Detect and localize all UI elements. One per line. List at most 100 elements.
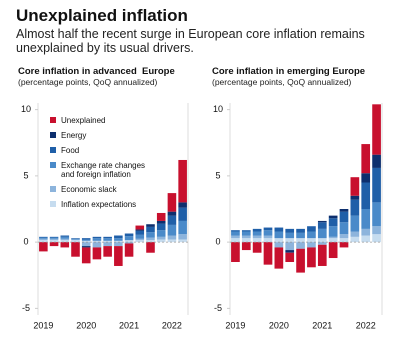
bar-segment bbox=[361, 173, 371, 183]
legend-label: Exchange rate changes and foreign inflat… bbox=[61, 161, 146, 179]
legend-label: Inflation expectations bbox=[61, 200, 137, 209]
legend-label: Unexplained bbox=[61, 116, 106, 125]
bar-segment bbox=[328, 215, 338, 219]
bar-segment bbox=[350, 199, 360, 216]
bar-segment bbox=[167, 211, 177, 216]
bar-segment bbox=[39, 240, 48, 243]
bar-segment bbox=[178, 159, 187, 203]
y-tick-label: 10 bbox=[21, 104, 31, 114]
bar-segment bbox=[114, 235, 123, 239]
bar-segment bbox=[146, 237, 155, 241]
bar-segment bbox=[71, 238, 80, 239]
bar-segment bbox=[135, 240, 145, 243]
bar-segment bbox=[307, 226, 316, 232]
bar-segment bbox=[103, 242, 112, 247]
bar-segment bbox=[317, 242, 327, 245]
bar-segment bbox=[241, 238, 251, 243]
y-tick-label: 5 bbox=[23, 170, 28, 180]
bar-segment bbox=[124, 242, 134, 244]
bar-segment bbox=[252, 231, 262, 236]
legend-swatch bbox=[50, 162, 56, 168]
bar-segment bbox=[60, 242, 70, 248]
bar-segment bbox=[307, 242, 316, 248]
legend-swatch bbox=[50, 147, 56, 153]
legend-item: Inflation expectations bbox=[50, 200, 160, 209]
bar-segment bbox=[124, 243, 134, 257]
bar-segment bbox=[285, 232, 295, 239]
x-tick-label: 2021 bbox=[119, 320, 139, 330]
bar-segment bbox=[167, 235, 177, 240]
bar-segment bbox=[167, 239, 177, 243]
bar-segment bbox=[307, 247, 316, 268]
bar-segment bbox=[350, 195, 360, 200]
bar-segment bbox=[339, 238, 349, 243]
bar-segment bbox=[274, 231, 284, 239]
bar-segment bbox=[285, 228, 295, 233]
legend-label: Energy bbox=[61, 131, 87, 140]
bar-segment bbox=[241, 230, 251, 232]
bar-segment bbox=[296, 242, 305, 249]
bar-segment bbox=[114, 246, 123, 266]
bar-segment bbox=[146, 240, 155, 243]
bar-segment bbox=[231, 242, 240, 262]
bar-segment bbox=[92, 247, 102, 260]
bar-segment bbox=[231, 231, 240, 236]
bar-segment bbox=[135, 229, 145, 231]
bar-segment bbox=[49, 238, 59, 241]
bar-segment bbox=[350, 231, 360, 237]
bar-segment bbox=[296, 228, 305, 233]
bar-segment bbox=[317, 222, 327, 229]
legend-item: Exchange rate changes and foreign inflat… bbox=[50, 161, 160, 179]
bar-segment bbox=[60, 236, 70, 239]
bar-segment bbox=[252, 228, 262, 232]
bar-segment bbox=[263, 242, 273, 265]
x-tick-label: 2022 bbox=[162, 320, 182, 330]
bar-segment bbox=[372, 154, 381, 168]
bar-segment bbox=[274, 238, 284, 243]
bar-segment bbox=[372, 167, 381, 203]
bar-segment bbox=[339, 222, 349, 235]
bar-segment bbox=[285, 242, 295, 251]
bar-segment bbox=[39, 238, 48, 241]
bar-segment bbox=[350, 177, 360, 196]
bar-segment bbox=[328, 236, 338, 239]
bar-segment bbox=[263, 238, 273, 243]
y-tick-label: 0 bbox=[23, 237, 28, 247]
bar-segment bbox=[317, 238, 327, 243]
legend-swatch bbox=[50, 132, 56, 138]
bar-segment bbox=[39, 237, 48, 239]
bar-segment bbox=[103, 238, 112, 241]
bar-segment bbox=[81, 247, 91, 264]
panel-title: Core inflation in advanced Europe bbox=[18, 66, 175, 77]
bar-segment bbox=[328, 238, 338, 243]
bar-segment bbox=[339, 242, 349, 248]
bar-segment bbox=[60, 235, 70, 237]
bar-segment bbox=[156, 239, 166, 243]
bar-segment bbox=[361, 144, 371, 174]
bar-segment bbox=[274, 242, 284, 248]
x-tick-label: 2020 bbox=[269, 320, 289, 330]
bar-segment bbox=[328, 218, 338, 227]
bar-segment bbox=[146, 224, 155, 227]
bar-segment bbox=[156, 220, 166, 224]
bar-segment bbox=[167, 193, 177, 212]
bar-segment bbox=[81, 246, 91, 248]
bar-segment bbox=[328, 242, 338, 259]
bar-segment bbox=[296, 238, 305, 243]
bar-segment bbox=[39, 242, 48, 252]
bar-segment bbox=[49, 240, 59, 243]
bar-segment bbox=[81, 240, 91, 243]
legend-item: Energy bbox=[50, 131, 160, 140]
bar-segment bbox=[274, 247, 284, 269]
bar-segment bbox=[60, 238, 70, 241]
bar-segment bbox=[114, 242, 123, 247]
bar-segment bbox=[124, 233, 134, 237]
bar-segment bbox=[81, 238, 91, 240]
bar-segment bbox=[178, 220, 187, 235]
bar-segment bbox=[372, 226, 381, 235]
bar-segment bbox=[49, 237, 59, 239]
bar-segment bbox=[135, 225, 145, 230]
bar-segment bbox=[81, 239, 91, 241]
bar-segment bbox=[103, 246, 112, 257]
